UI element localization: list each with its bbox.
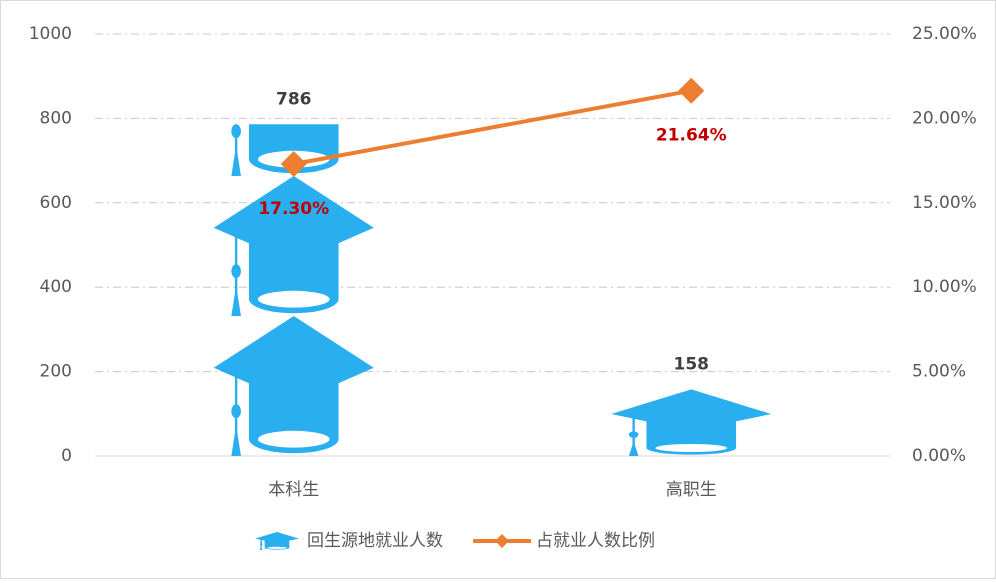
cap-tassel-knot (231, 124, 241, 138)
y2-tick-label: 20.00% (912, 108, 977, 128)
y2-tick-label: 10.00% (912, 277, 977, 297)
y-tick-label: 600 (40, 193, 72, 213)
x-tick-label: 本科生 (268, 480, 319, 500)
line-value-label: 17.30% (258, 199, 329, 219)
legend-label: 回生源地就业人数 (307, 531, 443, 551)
y2-tick-label: 0.00% (912, 446, 966, 466)
y-tick-label: 800 (40, 108, 72, 128)
cap-tassel-knot (231, 404, 241, 418)
cap-body-top (249, 225, 339, 259)
bar-value-label: 158 (674, 354, 710, 374)
y-tick-label: 0 (61, 446, 72, 466)
y-tick-label: 400 (40, 277, 72, 297)
y2-tick-label: 25.00% (912, 24, 977, 44)
cap-tassel-knot (260, 543, 263, 545)
chart-border (1, 1, 996, 579)
cap-inner (258, 431, 330, 448)
cap-body-top (249, 365, 339, 399)
cap-inner (267, 547, 287, 549)
cap-body-top (265, 538, 290, 542)
line-value-label: 21.64% (656, 126, 727, 146)
y2-tick-label: 15.00% (912, 193, 977, 213)
legend-item: 回生源地就业人数 (255, 531, 443, 551)
x-tick-label: 高职生 (666, 480, 717, 500)
y2-tick-label: 5.00% (912, 362, 966, 382)
chart: 0 200 400 600 800 1000 0.00% 5.00% 10.00% 15.00% 2… (0, 0, 996, 579)
bar-value-label: 786 (276, 89, 312, 109)
cap-inner (258, 291, 330, 308)
cap-body-top (646, 413, 736, 429)
legend-label: 占就业人数比例 (536, 531, 655, 551)
cap-inner (655, 444, 727, 452)
cap-tassel-knot (629, 431, 639, 438)
y-tick-label: 1000 (29, 24, 72, 44)
cap-tassel-knot (231, 264, 241, 278)
y-tick-label: 200 (40, 362, 72, 382)
